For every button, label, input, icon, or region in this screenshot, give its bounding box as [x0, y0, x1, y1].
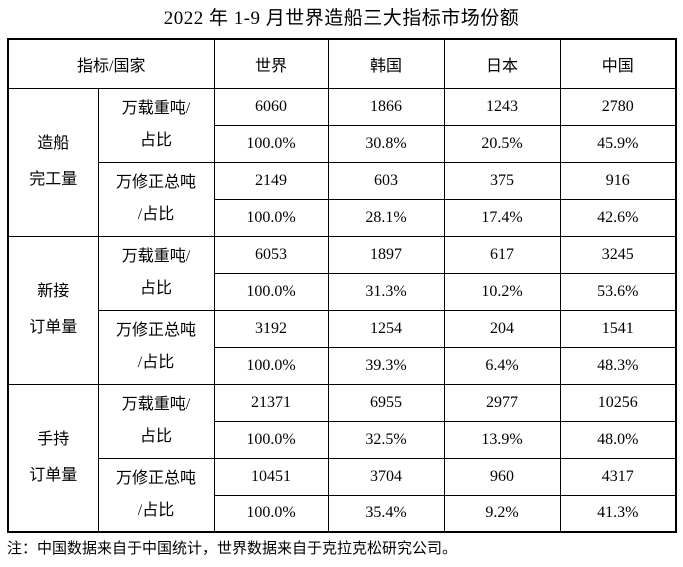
country-header-korea: 韩国: [327, 38, 445, 89]
pct-cell: 32.5%: [327, 420, 445, 459]
table-row: 100.0% 31.3% 10.2% 53.6%: [8, 272, 677, 311]
table-row: 手持 订单量 万载重吨/ 占比 21371 6955 2977 10256: [7, 383, 677, 533]
metric-label-cgt: 万修正总吨 /占比: [97, 457, 215, 533]
value-cell: 1541: [559, 309, 677, 348]
value-cell: 1254: [327, 309, 445, 348]
group-label-line: 新接: [37, 283, 70, 300]
pct-cell: 42.6%: [559, 198, 677, 237]
value-cell: 6955: [327, 383, 445, 422]
pct-cell: 100.0%: [213, 198, 329, 237]
pct-cell: 17.4%: [443, 198, 561, 237]
value-cell: 1866: [327, 87, 445, 126]
pct-cell: 100.0%: [213, 124, 329, 163]
group-label-line: 订单量: [29, 466, 78, 484]
group-label-completions: 造船 完工量: [7, 87, 99, 237]
pct-cell: 48.0%: [559, 420, 677, 459]
country-header-world: 世界: [213, 38, 329, 89]
value-cell: 375: [443, 161, 561, 200]
metric-label-line: /占比: [137, 501, 175, 519]
table-row: 100.0% 32.5% 13.9% 48.0%: [8, 420, 677, 459]
group-label-line: 造船: [37, 135, 70, 152]
metric-label-dwt: 万载重吨/ 占比: [97, 383, 215, 459]
pct-cell: 13.9%: [443, 420, 561, 459]
value-cell: 960: [443, 457, 561, 496]
value-cell: 1897: [327, 235, 445, 274]
value-cell: 3704: [327, 457, 445, 496]
country-header-japan: 日本: [443, 38, 561, 89]
value-cell: 617: [443, 235, 561, 274]
metric-label-cgt: 万修正总吨 /占比: [97, 309, 215, 385]
table-row: 万修正总吨 /占比 3192 1254 204 1541: [8, 309, 677, 385]
pct-cell: 10.2%: [443, 272, 561, 311]
table-header-row: 指标/国家 世界 韩国 日本 中国: [7, 38, 677, 89]
footnote: 注：中国数据来自于中国统计，世界数据来自于克拉克松研究公司。: [7, 541, 458, 557]
country-header-china: 中国: [559, 38, 677, 89]
table-row: 100.0% 39.3% 6.4% 48.3%: [8, 346, 677, 385]
pct-cell: 9.2%: [443, 494, 561, 533]
pct-cell: 35.4%: [327, 494, 445, 533]
table-row: 万修正总吨 /占比 10451 3704 960 4317: [8, 457, 677, 533]
metric-label-line: /占比: [137, 206, 175, 223]
pct-cell: 20.5%: [443, 124, 561, 163]
pct-cell: 53.6%: [559, 272, 677, 311]
value-cell: 204: [443, 309, 561, 348]
metric-label-line: 万载重吨/: [121, 100, 191, 117]
shipbuilding-share-table: 指标/国家 世界 韩国 日本 中国 造船 完工量 万载重吨/ 占比 6060 1…: [7, 38, 678, 533]
value-cell: 10256: [559, 383, 677, 422]
value-cell: 6060: [213, 87, 329, 126]
value-cell: 2780: [559, 87, 677, 126]
table-row: 100.0% 28.1% 17.4% 42.6%: [8, 198, 677, 237]
corner-header-cell: 指标/国家: [7, 38, 215, 89]
value-cell: 4317: [559, 457, 677, 496]
value-cell: 2977: [443, 383, 561, 422]
value-cell: 2149: [213, 161, 329, 200]
pct-cell: 48.3%: [559, 346, 677, 385]
pct-cell: 6.4%: [443, 346, 561, 385]
metric-label-dwt: 万载重吨/ 占比: [97, 235, 215, 311]
value-cell: 3192: [213, 309, 329, 348]
table-row: 造船 完工量 万载重吨/ 占比 6060 1866 1243 2780: [7, 87, 677, 237]
page-title: 2022 年 1-9 月世界造船三大指标市场份额: [163, 8, 520, 29]
value-cell: 916: [559, 161, 677, 200]
pct-cell: 30.8%: [327, 124, 445, 163]
metric-label-line: 占比: [140, 428, 173, 445]
metric-label-dwt: 万载重吨/ 占比: [97, 87, 215, 163]
table-row: 100.0% 30.8% 20.5% 45.9%: [8, 124, 677, 163]
pct-cell: 100.0%: [213, 420, 329, 459]
value-cell: 1243: [443, 87, 561, 126]
value-cell: 10451: [213, 457, 329, 496]
pct-cell: 100.0%: [213, 494, 329, 533]
value-cell: 21371: [213, 383, 329, 422]
metric-label-line: /占比: [137, 354, 175, 371]
metric-label-cgt: 万修正总吨 /占比: [97, 161, 215, 237]
metric-label-line: 万修正总吨: [116, 322, 197, 339]
metric-label-line: 万修正总吨: [116, 469, 197, 487]
pct-cell: 100.0%: [213, 346, 329, 385]
pct-cell: 100.0%: [213, 272, 329, 311]
group-label-line: 完工量: [29, 171, 78, 188]
group-label-line: 手持: [37, 430, 70, 448]
group-label-order-backlog: 手持 订单量: [7, 383, 99, 533]
group-label-new-orders: 新接 订单量: [7, 235, 99, 385]
table-row: 100.0% 35.4% 9.2% 41.3%: [8, 494, 677, 533]
table-row: 新接 订单量 万载重吨/ 占比 6053 1897 617 3245: [7, 235, 677, 385]
metric-label-line: 占比: [140, 132, 173, 149]
table-row: 万修正总吨 /占比 2149 603 375 916: [8, 161, 677, 237]
group-label-line: 订单量: [29, 319, 78, 336]
pct-cell: 28.1%: [327, 198, 445, 237]
metric-label-line: 万载重吨/: [121, 396, 191, 413]
value-cell: 3245: [559, 235, 677, 274]
pct-cell: 31.3%: [327, 272, 445, 311]
metric-label-line: 万载重吨/: [121, 248, 191, 265]
pct-cell: 41.3%: [559, 494, 677, 533]
value-cell: 603: [327, 161, 445, 200]
pct-cell: 45.9%: [559, 124, 677, 163]
value-cell: 6053: [213, 235, 329, 274]
metric-label-line: 占比: [140, 280, 173, 297]
pct-cell: 39.3%: [327, 346, 445, 385]
metric-label-line: 万修正总吨: [116, 174, 197, 191]
